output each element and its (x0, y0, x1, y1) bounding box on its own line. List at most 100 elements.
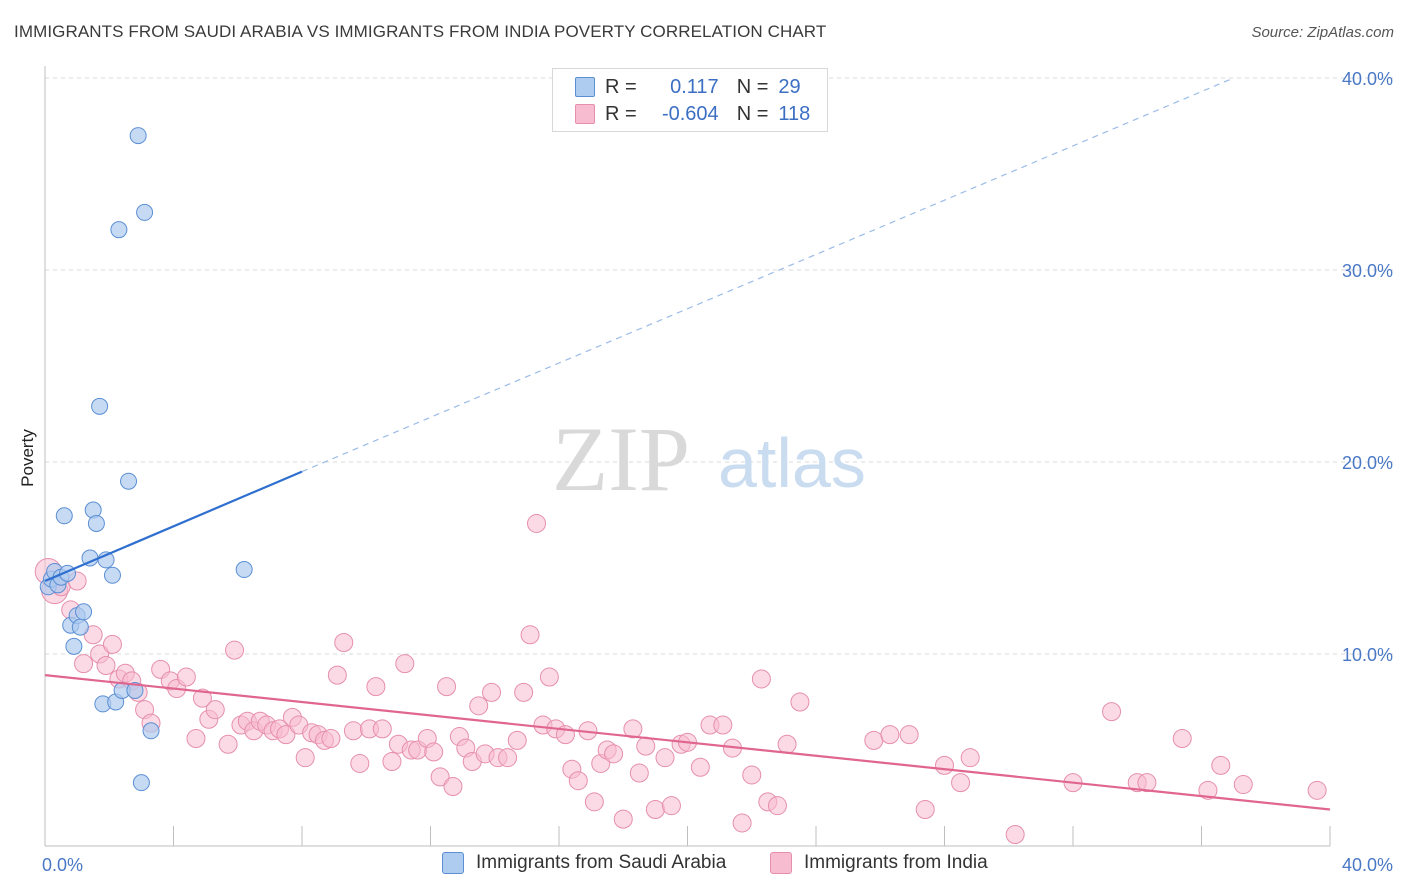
watermark-atlas: atlas (718, 424, 866, 502)
saudi-point (91, 397, 109, 415)
saudi-point (75, 603, 93, 621)
india-point (520, 625, 540, 645)
bottom-legend-label-saudi: Immigrants from Saudi Arabia (476, 852, 727, 873)
legend-swatch-saudi (575, 77, 595, 97)
india-point (790, 692, 810, 712)
y-tick-label: 20.0% (1342, 453, 1393, 473)
legend-r-label: R = (605, 102, 637, 125)
saudi-point (87, 514, 105, 532)
india-point (395, 654, 415, 674)
india-point (539, 667, 559, 687)
bottom-legend-swatch-india (770, 852, 792, 874)
india-point (713, 715, 733, 735)
india-point (751, 669, 771, 689)
india-point (1233, 775, 1253, 795)
india-point (366, 677, 386, 697)
legend-swatch-india (575, 104, 595, 124)
india-point (443, 776, 463, 796)
india-point (604, 744, 624, 764)
india-point (645, 800, 665, 820)
india-point (899, 725, 919, 745)
india-point (1198, 780, 1218, 800)
india-point (636, 736, 656, 756)
india-point (186, 728, 206, 748)
india-point (584, 792, 604, 812)
source-credit: Source: ZipAtlas.com (1251, 24, 1394, 41)
saudi-point (136, 203, 154, 221)
india-point (568, 771, 588, 791)
india-point (960, 748, 980, 768)
trend-lines (44, 77, 1331, 811)
saudi-trend-extension (301, 77, 1234, 473)
india-point (690, 757, 710, 777)
saudi-point (120, 472, 138, 490)
tick-labels: 10.0% 20.0% 30.0% 40.0% 0.0% 40.0% (42, 69, 1393, 875)
india-point (1172, 728, 1192, 748)
india-point (469, 696, 489, 716)
india-point (295, 748, 315, 768)
legend: R = 0.117 N = 29 R = -0.604 N = 118 (552, 68, 828, 132)
bottom-legend-saudi: Immigrants from Saudi Arabia (442, 852, 726, 874)
india-point (102, 634, 122, 654)
india-point (613, 809, 633, 829)
india-point (372, 719, 392, 739)
india-point (880, 725, 900, 745)
india-point (507, 730, 527, 750)
india-point (951, 773, 971, 793)
india-point (334, 632, 354, 652)
india-point (343, 721, 363, 741)
legend-r-value: 0.117 (670, 75, 719, 98)
india-point (1102, 702, 1122, 722)
legend-n-label: N = (736, 75, 769, 98)
legend-r-value: -0.604 (661, 102, 719, 125)
x-tick-label: 0.0% (42, 855, 83, 875)
bottom-legend-label-india: Immigrants from India (804, 852, 988, 873)
saudi-point (126, 681, 144, 699)
chart-title: IMMIGRANTS FROM SAUDI ARABIA VS IMMIGRAN… (14, 22, 827, 41)
india-point (655, 748, 675, 768)
y-tick-label: 40.0% (1342, 69, 1393, 89)
saudi-point (132, 774, 150, 792)
legend-row-saudi: R = 0.117 N = 29 (575, 75, 801, 99)
india-point (1211, 755, 1231, 775)
india-point (1005, 824, 1025, 844)
india-point (629, 763, 649, 783)
india-point (205, 700, 225, 720)
saudi-point (235, 561, 253, 579)
x-tick-label: 40.0% (1342, 855, 1393, 875)
india-point (1137, 773, 1157, 793)
india-point (96, 656, 116, 676)
bottom-legend-swatch-saudi (442, 852, 464, 874)
saudi-point (129, 127, 147, 145)
india-point (276, 725, 296, 745)
india-point (742, 765, 762, 785)
india-point (732, 813, 752, 833)
legend-row-india: R = -0.604 N = 118 (575, 102, 810, 126)
india-point (225, 640, 245, 660)
india-point (767, 796, 787, 816)
legend-n-value: 29 (778, 75, 801, 98)
india-point (661, 796, 681, 816)
saudi-point (142, 722, 160, 740)
y-tick-label: 10.0% (1342, 645, 1393, 665)
india-point (327, 665, 347, 685)
india-point (74, 654, 94, 674)
saudi-point (103, 566, 121, 584)
legend-r-label: R = (605, 75, 637, 98)
bottom-legend-india: Immigrants from India (770, 852, 988, 874)
india-point (350, 753, 370, 773)
india-point (430, 767, 450, 787)
india-point (623, 719, 643, 739)
india-trend-line (44, 674, 1331, 811)
india-point (176, 667, 196, 687)
india-point (382, 752, 402, 772)
india-point (83, 625, 103, 645)
india-point (527, 513, 547, 533)
india-point (514, 682, 534, 702)
india-point (1307, 780, 1327, 800)
india-point (935, 755, 954, 775)
india-point (915, 800, 935, 820)
y-axis-label: Poverty (18, 429, 37, 487)
legend-n-label: N = (736, 102, 769, 125)
